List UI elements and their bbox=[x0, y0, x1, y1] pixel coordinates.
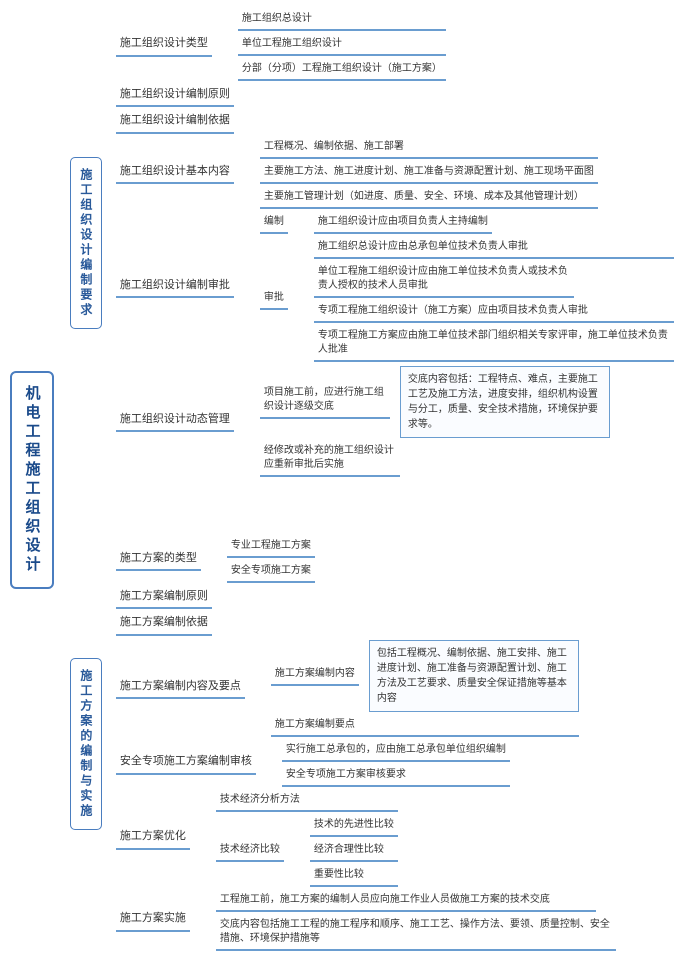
b2-n6bc0: 技术的先进性比较 bbox=[310, 816, 398, 837]
b2-n6bc2: 重要性比较 bbox=[310, 866, 398, 887]
b1-n4c2: 主要施工管理计划（如进度、质量、安全、环境、成本及其他管理计划） bbox=[260, 188, 598, 209]
b2-n5-row: 安全专项施工方案编制审核 实行施工总承包的，应由施工总承包单位组织编制 安全专项… bbox=[116, 741, 616, 787]
b1-n6b: 经修改或补充的施工组织设计应重新审批后实施 bbox=[260, 442, 400, 477]
b2-n1c0: 专业工程施工方案 bbox=[227, 537, 315, 558]
b2-n4a-box: 包括工程概况、编制依据、施工安排、施工进度计划、施工准备与资源配置计划、施工方法… bbox=[369, 640, 579, 712]
b1-n3: 施工组织设计编制依据 bbox=[116, 111, 234, 133]
b1-n5-children: 编制 施工组织设计应由项目负责人主持编制 审批 施工组织总设计应由总承包单位技术… bbox=[260, 213, 674, 362]
b2-n4a: 施工方案编制内容 bbox=[271, 665, 359, 686]
branch-1: 施工组织设计编制要求 施工组织设计类型 施工组织总设计 单位工程施工组织设计 分… bbox=[70, 10, 675, 477]
b2-n6: 施工方案优化 bbox=[116, 827, 190, 849]
b1-n5bc0: 施工组织总设计应由总承包单位技术负责人审批 bbox=[314, 238, 674, 259]
b2-n1: 施工方案的类型 bbox=[116, 549, 201, 571]
b1-n6-row: 施工组织设计动态管理 项目施工前，应进行施工组织设计逐级交底 交底内容包括：工程… bbox=[116, 366, 674, 477]
b1-n1: 施工组织设计类型 bbox=[116, 34, 212, 56]
b2-n4-children: 施工方案编制内容 包括工程概况、编制依据、施工安排、施工进度计划、施工准备与资源… bbox=[271, 640, 579, 737]
b1-n6: 施工组织设计动态管理 bbox=[116, 410, 234, 432]
branch-group: 施工组织设计编制要求 施工组织设计类型 施工组织总设计 单位工程施工组织设计 分… bbox=[70, 10, 675, 951]
b2-n6-children: 技术经济分析方法 技术经济比较 技术的先进性比较 经济合理性比较 重要性比较 bbox=[216, 791, 398, 887]
b1-n5bc3: 专项工程施工方案应由施工单位技术部门组织相关专家评审，施工单位技术负责人批准 bbox=[314, 327, 674, 362]
b2-n6b-row: 技术经济比较 技术的先进性比较 经济合理性比较 重要性比较 bbox=[216, 816, 398, 887]
b1-n5bc1: 单位工程施工组织设计应由施工单位技术负责人或技术负责人授权的技术人员审批 bbox=[314, 263, 574, 298]
b2-n7: 施工方案实施 bbox=[116, 909, 190, 931]
b1-title: 施工组织设计编制要求 bbox=[70, 157, 102, 329]
b1-n4-row: 施工组织设计基本内容 工程概况、编制依据、施工部署 主要施工方法、施工进度计划、… bbox=[116, 138, 674, 209]
b1-n2: 施工组织设计编制原则 bbox=[116, 85, 234, 107]
mindmap-root: 机电工程施工组织设计 施工组织设计编制要求 施工组织设计类型 施工组织总设计 单… bbox=[10, 10, 665, 951]
b2-n3-row: 施工方案编制依据 bbox=[116, 613, 616, 635]
b2-n1-children: 专业工程施工方案 安全专项施工方案 bbox=[227, 537, 315, 583]
b2-n6bc1: 经济合理性比较 bbox=[310, 841, 398, 862]
b2-n6-row: 施工方案优化 技术经济分析方法 技术经济比较 技术的先进性比较 经济合理性比较 … bbox=[116, 791, 616, 887]
b2-n6a: 技术经济分析方法 bbox=[216, 791, 398, 812]
b2-n2: 施工方案编制原则 bbox=[116, 587, 212, 609]
b1-n5: 施工组织设计编制审批 bbox=[116, 276, 234, 298]
b1-n1c0: 施工组织总设计 bbox=[238, 10, 446, 31]
b1-children: 施工组织设计类型 施工组织总设计 单位工程施工组织设计 分部（分项）工程施工组织… bbox=[116, 10, 674, 477]
b2-n1c1: 安全专项施工方案 bbox=[227, 562, 315, 583]
b1-n5a1: 施工组织设计应由项目负责人主持编制 bbox=[314, 213, 492, 234]
b1-n1c2: 分部（分项）工程施工组织设计（施工方案） bbox=[238, 60, 446, 81]
b1-n6a-box: 交底内容包括：工程特点、难点，主要施工工艺及施工方法，进度安排，组织机构设置与分… bbox=[400, 366, 610, 438]
root-node: 机电工程施工组织设计 bbox=[10, 371, 54, 589]
b2-n5c1: 安全专项施工方案审核要求 bbox=[282, 766, 510, 787]
b1-n5b: 审批 bbox=[260, 289, 288, 310]
b2-n2-row: 施工方案编制原则 bbox=[116, 587, 616, 609]
b1-n3-row: 施工组织设计编制依据 bbox=[116, 111, 674, 133]
b1-n1-children: 施工组织总设计 单位工程施工组织设计 分部（分项）工程施工组织设计（施工方案） bbox=[238, 10, 446, 81]
b1-n4-children: 工程概况、编制依据、施工部署 主要施工方法、施工进度计划、施工准备与资源配置计划… bbox=[260, 138, 598, 209]
b1-n5-row: 施工组织设计编制审批 编制 施工组织设计应由项目负责人主持编制 审批 施工组织总… bbox=[116, 213, 674, 362]
b1-n6-children: 项目施工前，应进行施工组织设计逐级交底 交底内容包括：工程特点、难点，主要施工工… bbox=[260, 366, 610, 477]
b1-n5a-row: 编制 施工组织设计应由项目负责人主持编制 bbox=[260, 213, 674, 234]
b2-n5-children: 实行施工总承包的，应由施工总承包单位组织编制 安全专项施工方案审核要求 bbox=[282, 741, 510, 787]
b2-n4a-row: 施工方案编制内容 包括工程概况、编制依据、施工安排、施工进度计划、施工准备与资源… bbox=[271, 640, 579, 712]
b1-n2-row: 施工组织设计编制原则 bbox=[116, 85, 674, 107]
b2-n1-row: 施工方案的类型 专业工程施工方案 安全专项施工方案 bbox=[116, 537, 616, 583]
b1-n1c1: 单位工程施工组织设计 bbox=[238, 35, 446, 56]
b2-n3: 施工方案编制依据 bbox=[116, 613, 212, 635]
b1-n4c1: 主要施工方法、施工进度计划、施工准备与资源配置计划、施工现场平面图 bbox=[260, 163, 598, 184]
b2-n7c1: 交底内容包括施工工程的施工程序和顺序、施工工艺、操作方法、要领、质量控制、安全措… bbox=[216, 916, 616, 951]
b2-title: 施工方案的编制与实施 bbox=[70, 658, 102, 830]
branch-2: 施工方案的编制与实施 施工方案的类型 专业工程施工方案 安全专项施工方案 施工方… bbox=[70, 537, 675, 951]
b2-n7-row: 施工方案实施 工程施工前，施工方案的编制人员应向施工作业人员做施工方案的技术交底… bbox=[116, 891, 616, 951]
b1-n5a: 编制 bbox=[260, 213, 288, 234]
b1-n4c0: 工程概况、编制依据、施工部署 bbox=[260, 138, 598, 159]
b2-n4-row: 施工方案编制内容及要点 施工方案编制内容 包括工程概况、编制依据、施工安排、施工… bbox=[116, 640, 616, 737]
b2-n7-children: 工程施工前，施工方案的编制人员应向施工作业人员做施工方案的技术交底 交底内容包括… bbox=[216, 891, 616, 951]
b2-n5c0: 实行施工总承包的，应由施工总承包单位组织编制 bbox=[282, 741, 510, 762]
b1-n5b-row: 审批 施工组织总设计应由总承包单位技术负责人审批 单位工程施工组织设计应由施工单… bbox=[260, 238, 674, 362]
b2-n6b: 技术经济比较 bbox=[216, 841, 284, 862]
b1-n6a-row: 项目施工前，应进行施工组织设计逐级交底 交底内容包括：工程特点、难点，主要施工工… bbox=[260, 366, 610, 438]
b1-n5bc2: 专项工程施工组织设计（施工方案）应由项目技术负责人审批 bbox=[314, 302, 674, 323]
b2-n4: 施工方案编制内容及要点 bbox=[116, 677, 245, 699]
b1-n1-row: 施工组织设计类型 施工组织总设计 单位工程施工组织设计 分部（分项）工程施工组织… bbox=[116, 10, 674, 81]
b1-n4: 施工组织设计基本内容 bbox=[116, 162, 234, 184]
b1-n5b-children: 施工组织总设计应由总承包单位技术负责人审批 单位工程施工组织设计应由施工单位技术… bbox=[314, 238, 674, 362]
b2-n4b: 施工方案编制要点 bbox=[271, 716, 579, 737]
b1-n6a: 项目施工前，应进行施工组织设计逐级交底 bbox=[260, 384, 390, 419]
b2-n7c0: 工程施工前，施工方案的编制人员应向施工作业人员做施工方案的技术交底 bbox=[216, 891, 596, 912]
b2-children: 施工方案的类型 专业工程施工方案 安全专项施工方案 施工方案编制原则 施工方案编… bbox=[116, 537, 616, 951]
b2-n5: 安全专项施工方案编制审核 bbox=[116, 752, 256, 774]
b2-n6b-children: 技术的先进性比较 经济合理性比较 重要性比较 bbox=[310, 816, 398, 887]
